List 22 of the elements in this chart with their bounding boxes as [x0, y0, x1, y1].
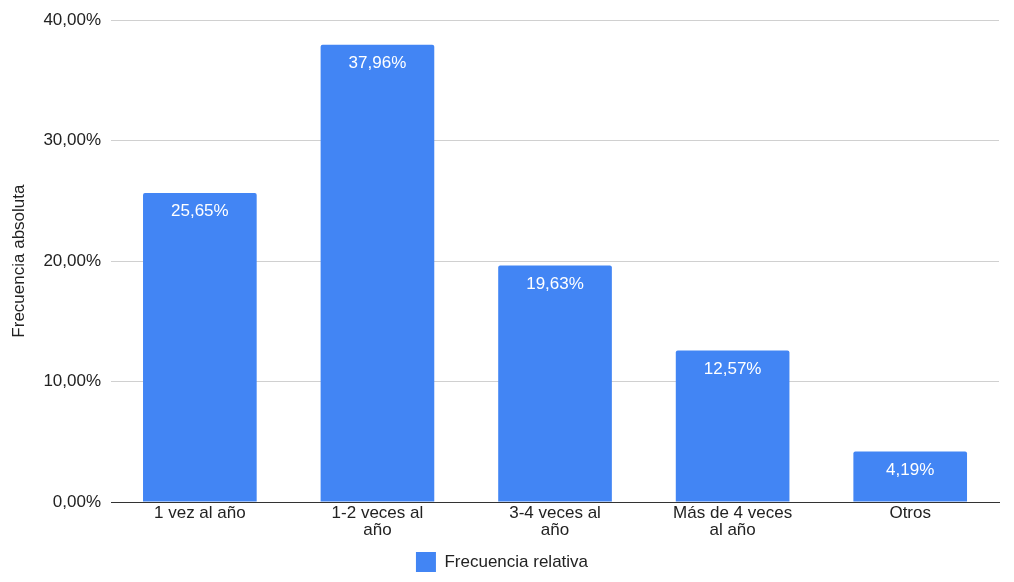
bar — [143, 193, 257, 502]
data-label: 4,19% — [886, 459, 935, 479]
y-axis-title: Frecuencia absoluta — [8, 184, 28, 338]
bar — [853, 451, 968, 502]
bar — [675, 350, 790, 502]
x-tick-label: 1 vez al año — [154, 503, 246, 523]
y-tick-label: 40,00% — [43, 9, 102, 29]
x-tick-label: 1-2 veces al año — [331, 503, 424, 540]
data-label: 19,63% — [526, 273, 584, 293]
bar — [320, 44, 435, 502]
x-tick-label: Otros — [889, 503, 931, 523]
data-label: 37,96% — [348, 52, 407, 72]
x-tick-label: Más de 4 veces al año — [673, 503, 793, 540]
x-tick-label: 3-4 veces al año — [509, 503, 601, 540]
data-label: 12,57% — [703, 358, 762, 378]
legend-label: Frecuencia relativa — [444, 551, 589, 571]
bar — [498, 265, 612, 502]
data-label: 25,65% — [171, 201, 229, 221]
y-tick-label: 20,00% — [43, 250, 102, 270]
y-tick-label: 10,00% — [43, 371, 102, 391]
y-tick-label: 0,00% — [52, 491, 102, 511]
y-tick-label: 30,00% — [43, 130, 102, 150]
